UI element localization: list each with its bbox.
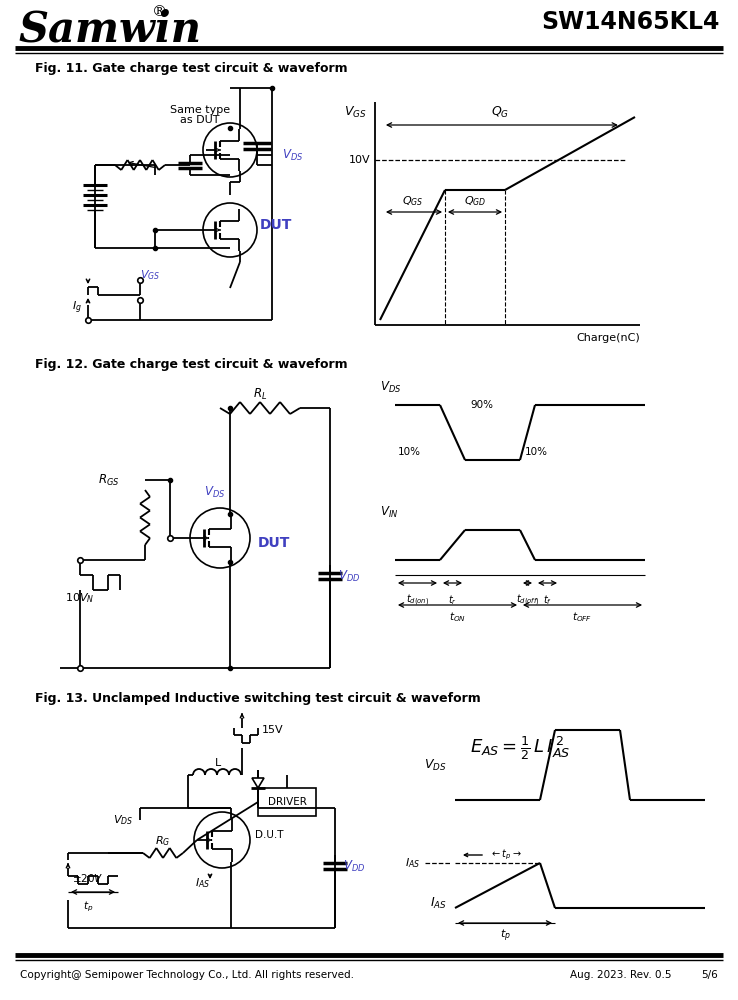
Text: $V_{DD}$: $V_{DD}$ xyxy=(343,858,365,874)
Text: L: L xyxy=(214,758,221,768)
Text: $t_{d(off)}$: $t_{d(off)}$ xyxy=(516,593,539,608)
Text: DUT: DUT xyxy=(258,536,290,550)
Text: ®: ® xyxy=(152,5,168,19)
Polygon shape xyxy=(252,778,264,788)
Text: 5/6: 5/6 xyxy=(701,970,718,980)
Text: $I_{AS}$: $I_{AS}$ xyxy=(430,895,447,911)
Text: Fig. 12. Gate charge test circuit & waveform: Fig. 12. Gate charge test circuit & wave… xyxy=(35,358,348,371)
Text: $V_{DS}$: $V_{DS}$ xyxy=(282,147,303,163)
Text: $t_{d(on)}$: $t_{d(on)}$ xyxy=(406,593,430,608)
Text: $V_{DS}$: $V_{DS}$ xyxy=(204,485,226,500)
Text: 90%: 90% xyxy=(470,400,493,410)
Text: SW14N65KL4: SW14N65KL4 xyxy=(542,10,720,34)
Text: 15V: 15V xyxy=(262,725,283,735)
Text: $R_L$: $R_L$ xyxy=(253,386,267,402)
Text: 10%: 10% xyxy=(525,447,548,457)
Text: 10V: 10V xyxy=(348,155,370,165)
Text: $I_g$: $I_g$ xyxy=(72,300,82,316)
Text: $V_{DD}$: $V_{DD}$ xyxy=(338,568,360,584)
Text: $V_{GS}$: $V_{GS}$ xyxy=(140,268,160,282)
Text: $Q_G$: $Q_G$ xyxy=(492,105,509,120)
Text: Same type: Same type xyxy=(170,105,230,115)
Text: $10V_N$: $10V_N$ xyxy=(65,591,94,605)
Text: $t_p$: $t_p$ xyxy=(500,928,511,944)
Text: $I_{AS}$: $I_{AS}$ xyxy=(195,876,210,890)
Text: $\pm 20V$: $\pm 20V$ xyxy=(72,872,104,884)
Text: $E_{AS} = \frac{1}{2}\, L\, I_{AS}^{\,2}$: $E_{AS} = \frac{1}{2}\, L\, I_{AS}^{\,2}… xyxy=(470,734,570,762)
Text: $t_p$: $t_p$ xyxy=(83,900,93,914)
Text: $R_{GS}$: $R_{GS}$ xyxy=(98,472,120,488)
Text: $t_{OFF}$: $t_{OFF}$ xyxy=(573,610,593,624)
Text: $Q_{GS}$: $Q_{GS}$ xyxy=(401,194,423,208)
Text: $t_r$: $t_r$ xyxy=(448,593,457,607)
Text: $Q_{GD}$: $Q_{GD}$ xyxy=(463,194,486,208)
Text: $I_{AS}$: $I_{AS}$ xyxy=(404,856,420,870)
Text: $V_{GS}$: $V_{GS}$ xyxy=(345,105,367,120)
Text: Fig. 11. Gate charge test circuit & waveform: Fig. 11. Gate charge test circuit & wave… xyxy=(35,62,348,75)
Text: $V_{DS}$: $V_{DS}$ xyxy=(113,813,134,827)
Text: $t_{ON}$: $t_{ON}$ xyxy=(449,610,466,624)
Text: $V_{IN}$: $V_{IN}$ xyxy=(380,505,399,520)
Text: $V_{DS}$: $V_{DS}$ xyxy=(380,380,401,395)
Text: Fig. 13. Unclamped Inductive switching test circuit & waveform: Fig. 13. Unclamped Inductive switching t… xyxy=(35,692,480,705)
Text: Samwin: Samwin xyxy=(18,8,201,50)
Text: $V_{DS}$: $V_{DS}$ xyxy=(424,757,447,773)
Text: $R_G$: $R_G$ xyxy=(155,834,170,848)
Text: DRIVER: DRIVER xyxy=(268,797,306,807)
Text: $\leftarrow t_p \rightarrow$: $\leftarrow t_p \rightarrow$ xyxy=(490,848,522,862)
Text: DUT: DUT xyxy=(260,218,292,232)
Text: Copyright@ Semipower Technology Co., Ltd. All rights reserved.: Copyright@ Semipower Technology Co., Ltd… xyxy=(20,970,354,980)
Text: $t_f$: $t_f$ xyxy=(543,593,552,607)
Bar xyxy=(258,788,316,816)
Text: as DUT: as DUT xyxy=(180,115,220,125)
Text: Charge(nC): Charge(nC) xyxy=(576,333,640,343)
Text: Aug. 2023. Rev. 0.5: Aug. 2023. Rev. 0.5 xyxy=(570,970,672,980)
Text: D.U.T: D.U.T xyxy=(255,830,283,840)
Text: 10%: 10% xyxy=(398,447,421,457)
